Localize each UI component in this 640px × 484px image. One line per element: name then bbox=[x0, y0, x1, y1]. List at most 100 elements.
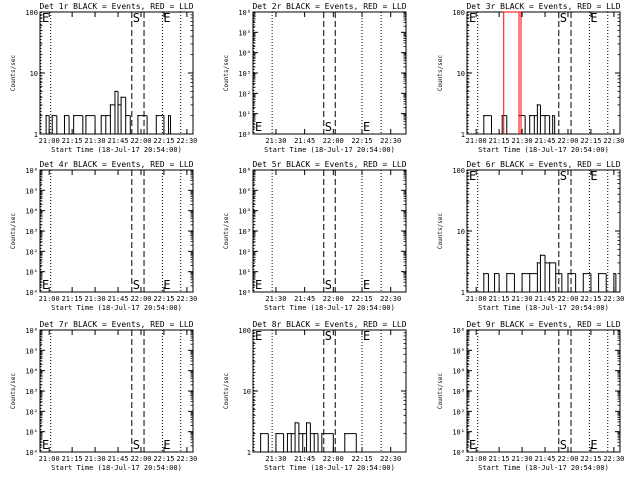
chart-8-marker-label-4: E bbox=[363, 329, 370, 343]
chart-2-ylabel: Counts/sec bbox=[223, 55, 230, 92]
chart-3-ytick-label-1: 10 bbox=[457, 70, 465, 78]
chart-6-ytick-label-0: 1 bbox=[461, 289, 465, 297]
chart-3-marker-label-0: E bbox=[469, 11, 476, 25]
chart-5-xtick-label-3: 22:15 bbox=[351, 295, 372, 303]
chart-9-marker-label-0: E bbox=[469, 438, 476, 452]
chart-6-series-0-point bbox=[582, 273, 584, 275]
chart-6-series-0-point bbox=[561, 291, 563, 293]
chart-6-marker-label-4: E bbox=[590, 169, 597, 183]
chart-1-xtick-label-6: 22:30 bbox=[176, 137, 197, 145]
chart-3-series-1-point bbox=[518, 11, 520, 13]
chart-panel-9: Det 9r BLACK = Events, RED = LLD Counts/s… bbox=[437, 320, 624, 472]
chart-3-xlabel: Start Time (18-Jul-17 20:54:00) bbox=[478, 146, 609, 154]
chart-8-series-0-point bbox=[290, 433, 292, 435]
chart-panel-1: Det 1r BLACK = Events, RED = LLD Counts/s… bbox=[10, 2, 197, 154]
chart-3-series-0-point bbox=[506, 133, 508, 135]
chart-2-ytick-label-2: 10² bbox=[238, 90, 251, 98]
chart-5-title: Det 5r BLACK = Events, RED = LLD bbox=[252, 160, 406, 169]
chart-3-title: Det 3r BLACK = Events, RED = LLD bbox=[466, 2, 620, 11]
chart-2-xtick-label-2: 22:00 bbox=[323, 137, 344, 145]
chart-panel-7: Det 7r BLACK = Events, RED = LLD Counts/s… bbox=[10, 320, 197, 472]
chart-6-series-0-point bbox=[498, 291, 500, 293]
chart-1-series-0-point bbox=[137, 115, 139, 117]
chart-7-ytick-label-3: 10³ bbox=[25, 388, 38, 396]
chart-4-ytick-label-1: 10¹ bbox=[25, 269, 38, 277]
chart-2-ytick-label-4: 10⁴ bbox=[238, 50, 251, 58]
chart-5-ytick-label-0: 10⁰ bbox=[238, 289, 251, 297]
chart-7-xtick-label-1: 21:15 bbox=[62, 455, 83, 463]
chart-7-marker-label-4: E bbox=[163, 438, 170, 452]
chart-9-ytick-label-0: 10⁰ bbox=[452, 449, 465, 457]
chart-panel-4: Det 4r BLACK = Events, RED = LLD Counts/s… bbox=[10, 160, 197, 312]
chart-6-series-0-point bbox=[521, 273, 523, 275]
chart-1-series-0-point bbox=[114, 90, 116, 92]
chart-6-xtick-label-0: 21:00 bbox=[466, 295, 487, 303]
chart-7-ytick-label-6: 10⁶ bbox=[25, 327, 38, 335]
chart-2-marker-label-4: E bbox=[363, 120, 370, 134]
chart-9-marker-label-4: E bbox=[590, 438, 597, 452]
chart-7-xtick-label-6: 22:30 bbox=[176, 455, 197, 463]
chart-1-xtick-label-3: 21:45 bbox=[107, 137, 128, 145]
chart-7-ytick-label-1: 10¹ bbox=[25, 429, 38, 437]
chart-1-series-0-point bbox=[146, 133, 148, 135]
chart-9-title: Det 9r BLACK = Events, RED = LLD bbox=[466, 320, 620, 329]
chart-2-marker-label-2: S bbox=[325, 120, 332, 134]
chart-3-ytick-label-0: 1 bbox=[461, 131, 465, 139]
chart-3-series-1-point bbox=[503, 11, 505, 13]
chart-1-title: Det 1r BLACK = Events, RED = LLD bbox=[39, 2, 193, 11]
chart-6-series-0-point bbox=[513, 291, 516, 293]
chart-1-series-0-point bbox=[100, 115, 102, 117]
chart-6-marker-label-0: E bbox=[469, 169, 476, 183]
chart-4-marker-label-4: E bbox=[163, 278, 170, 292]
chart-3-xtick-label-1: 21:15 bbox=[489, 137, 510, 145]
chart-6-series-0-point bbox=[506, 273, 508, 275]
chart-9-xtick-label-4: 22:00 bbox=[557, 455, 578, 463]
chart-2-xtick-label-0: 21:30 bbox=[265, 137, 286, 145]
chart-6-series-0-point bbox=[536, 262, 538, 264]
chart-1-xtick-label-4: 22:00 bbox=[130, 137, 151, 145]
chart-5-ylabel: Counts/sec bbox=[223, 213, 230, 250]
chart-8-marker-label-2: S bbox=[325, 329, 332, 343]
chart-1-series-0-point bbox=[56, 133, 58, 135]
chart-1-series-0-point bbox=[73, 115, 75, 117]
chart-9-ytick-label-1: 10¹ bbox=[452, 429, 465, 437]
chart-3-series-0-point bbox=[490, 133, 493, 135]
chart-2-title: Det 2r BLACK = Events, RED = LLD bbox=[252, 2, 406, 11]
chart-6-ylabel: Counts/sec bbox=[437, 213, 444, 250]
chart-5-xtick-label-2: 22:00 bbox=[323, 295, 344, 303]
chart-8-ytick-label-2: 100 bbox=[238, 327, 251, 335]
chart-8-series-0-point bbox=[283, 451, 285, 453]
chart-1-series-0-point bbox=[163, 133, 165, 135]
chart-1-marker-label-4: E bbox=[163, 11, 170, 25]
chart-9-xlabel: Start Time (18-Jul-17 20:54:00) bbox=[478, 464, 609, 472]
chart-4-ytick-label-6: 10⁶ bbox=[25, 167, 38, 175]
chart-9-xtick-label-5: 22:15 bbox=[580, 455, 601, 463]
chart-4-ytick-label-2: 10² bbox=[25, 248, 38, 256]
chart-6-series-0-point bbox=[478, 291, 480, 293]
chart-1-xtick-label-2: 21:30 bbox=[85, 137, 106, 145]
chart-8-title: Det 8r BLACK = Events, RED = LLD bbox=[252, 320, 406, 329]
chart-5-ytick-label-5: 10⁵ bbox=[238, 187, 251, 195]
chart-3-series-0-point bbox=[483, 115, 485, 117]
chart-1-series-0-point bbox=[94, 133, 96, 135]
chart-7-xtick-label-3: 21:45 bbox=[107, 455, 128, 463]
chart-8-series-0-point bbox=[275, 433, 277, 435]
chart-3-series-0-point bbox=[549, 133, 551, 135]
chart-7-xtick-label-4: 22:00 bbox=[130, 455, 151, 463]
chart-8-series-0-point bbox=[317, 451, 319, 453]
chart-6-series-0-point bbox=[544, 262, 546, 264]
chart-1-series-0-point bbox=[45, 115, 47, 117]
chart-5-ytick-label-1: 10¹ bbox=[238, 269, 251, 277]
chart-6-series-0-point bbox=[567, 273, 569, 275]
chart-1-marker-label-2: S bbox=[133, 11, 140, 25]
chart-2-xtick-label-1: 21:45 bbox=[294, 137, 315, 145]
chart-8-xtick-label-1: 21:45 bbox=[294, 455, 315, 463]
chart-3-series-0-point bbox=[544, 115, 546, 117]
chart-4-ytick-label-0: 10⁰ bbox=[25, 289, 38, 297]
chart-9-ytick-label-5: 10⁵ bbox=[452, 347, 465, 355]
chart-1-ylabel: Counts/sec bbox=[10, 55, 17, 92]
chart-1-series-0-point bbox=[167, 115, 170, 117]
chart-5-xlabel: Start Time (18-Jul-17 20:54:00) bbox=[264, 304, 395, 312]
chart-4-xtick-label-4: 22:00 bbox=[130, 295, 151, 303]
chart-8-xtick-label-3: 22:15 bbox=[351, 455, 372, 463]
